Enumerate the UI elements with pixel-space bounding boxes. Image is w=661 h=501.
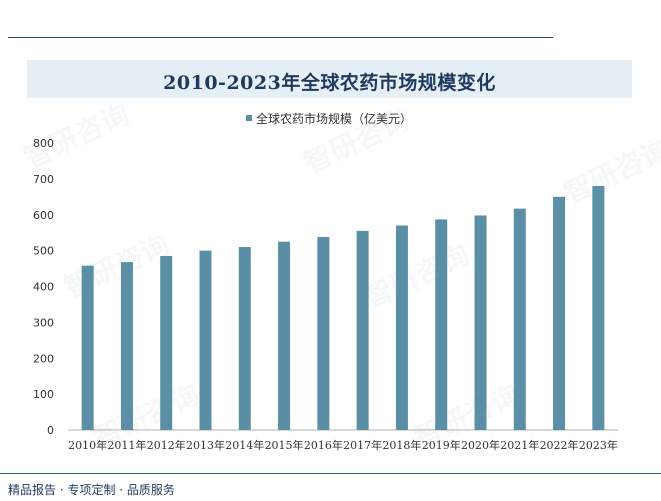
footer-tagline: 精品报告 · 专项定制 · 品质服务 — [8, 483, 175, 497]
bar-2023年 — [592, 186, 605, 430]
y-tick-label: 500 — [33, 245, 54, 258]
x-tick-label: 2015年 — [265, 438, 304, 452]
chart-title: 2010-2023年全球农药市场规模变化 — [163, 72, 496, 94]
bar-2012年 — [160, 256, 173, 430]
x-tick-label: 2022年 — [540, 438, 579, 452]
x-tick-label: 2012年 — [147, 438, 186, 452]
x-tick-label: 2017年 — [343, 438, 382, 452]
bar-2016年 — [317, 236, 330, 430]
bar-2010年 — [81, 265, 94, 430]
x-tick-label: 2010年 — [68, 438, 107, 452]
bar-2020年 — [474, 215, 487, 430]
y-tick-label: 200 — [33, 352, 54, 365]
y-tick-label: 700 — [33, 173, 54, 186]
bar-2017年 — [356, 230, 369, 430]
x-tick-label: 2023年 — [579, 438, 618, 452]
y-tick-label: 0 — [47, 424, 54, 437]
footer-rule — [0, 473, 661, 474]
x-tick-label: 2016年 — [304, 438, 343, 452]
bar-2018年 — [395, 225, 408, 430]
y-tick-label: 100 — [33, 388, 54, 401]
legend-label: 全球农药市场规模（亿美元） — [256, 111, 413, 126]
y-tick-label: 800 — [33, 137, 54, 150]
legend: 全球农药市场规模（亿美元） — [246, 110, 412, 126]
bar-2015年 — [278, 241, 291, 430]
bar-2011年 — [120, 262, 133, 430]
bar-2014年 — [238, 247, 251, 430]
title-band: 2010-2023年全球农药市场规模变化 — [27, 60, 632, 98]
y-tick-label: 300 — [33, 316, 54, 329]
legend-swatch — [246, 115, 252, 121]
x-tick-label: 2020年 — [461, 438, 500, 452]
x-tick-label: 2019年 — [422, 438, 461, 452]
bar-2022年 — [553, 196, 566, 430]
bar-2019年 — [435, 219, 448, 430]
x-tick-label: 2021年 — [500, 438, 539, 452]
bar-2021年 — [513, 208, 526, 430]
bar-2013年 — [199, 250, 212, 430]
y-tick-label: 400 — [33, 281, 54, 294]
x-tick-label: 2013年 — [186, 438, 225, 452]
x-tick-label: 2014年 — [225, 438, 264, 452]
top-rule — [8, 37, 553, 38]
y-tick-label: 600 — [33, 209, 54, 222]
x-tick-label: 2011年 — [107, 438, 146, 452]
x-tick-label: 2018年 — [382, 438, 421, 452]
